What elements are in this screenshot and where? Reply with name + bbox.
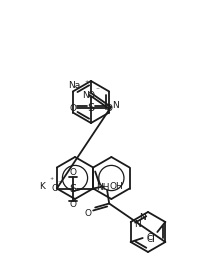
Text: O: O: [87, 91, 94, 100]
Text: ⁻: ⁻: [57, 178, 61, 187]
Text: O: O: [69, 168, 76, 177]
Text: ⁺: ⁺: [49, 176, 53, 185]
Text: O: O: [51, 184, 58, 193]
Text: N: N: [112, 101, 119, 110]
Text: ⁻: ⁻: [95, 86, 99, 95]
Text: ⁺: ⁺: [85, 78, 89, 88]
Text: Cl: Cl: [146, 235, 155, 244]
Text: N: N: [139, 212, 146, 222]
Text: Na: Na: [67, 81, 80, 90]
Text: NH: NH: [96, 183, 109, 192]
Text: S: S: [87, 103, 94, 113]
Text: N: N: [134, 220, 140, 229]
Text: O: O: [84, 209, 91, 218]
Text: O: O: [69, 200, 76, 209]
Text: N: N: [82, 91, 89, 100]
Text: S: S: [69, 183, 76, 193]
Text: K: K: [39, 182, 45, 191]
Text: Cl: Cl: [146, 232, 154, 242]
Text: OH: OH: [109, 182, 122, 191]
Text: O: O: [105, 103, 112, 113]
Text: O: O: [69, 103, 76, 113]
